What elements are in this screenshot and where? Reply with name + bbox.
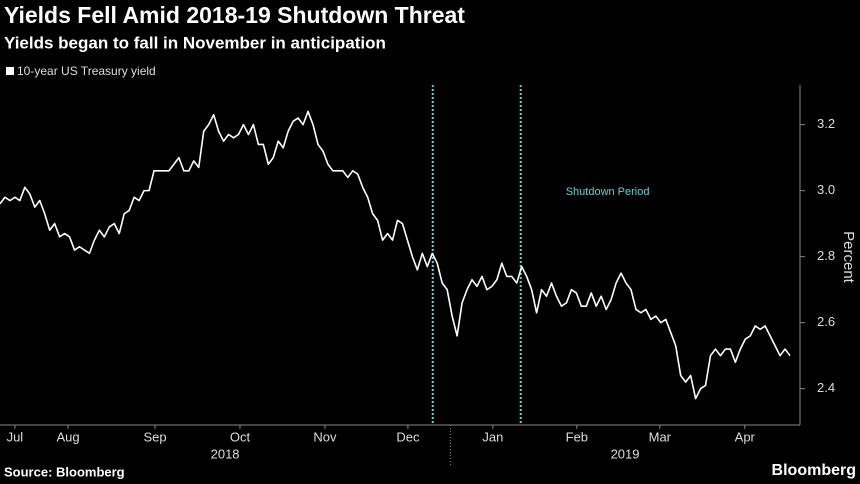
x-tick-label: Nov <box>313 429 337 444</box>
legend-swatch <box>6 67 14 75</box>
year-label: 2018 <box>211 446 240 461</box>
x-tick-label: Jan <box>482 429 503 444</box>
y-tick-label: 3.0 <box>817 182 835 197</box>
annotation-text: Shutdown Period <box>566 186 650 198</box>
year-label: 2019 <box>611 446 640 461</box>
x-tick-label: Oct <box>230 429 251 444</box>
x-tick-label: Sep <box>143 429 166 444</box>
x-tick-label: Jul <box>7 429 24 444</box>
y-tick-label: 2.6 <box>817 314 835 329</box>
x-tick-label: Dec <box>396 429 420 444</box>
brand: Bloomberg <box>772 462 856 479</box>
chart-subtitle: Yields began to fall in November in anti… <box>4 33 386 52</box>
x-tick-label: Feb <box>566 429 588 444</box>
y-tick-label: 3.2 <box>817 116 835 131</box>
y-axis-title: Percent <box>840 231 857 284</box>
chart-title: Yields Fell Amid 2018-19 Shutdown Threat <box>4 2 465 28</box>
x-tick-label: Aug <box>56 429 79 444</box>
y-tick-label: 2.8 <box>817 248 835 263</box>
x-tick-label: Mar <box>649 429 672 444</box>
series-line <box>0 110 791 400</box>
source: Source: Bloomberg <box>4 464 125 479</box>
x-tick-label: Apr <box>735 429 756 444</box>
legend-label: 10-year US Treasury yield <box>17 64 156 78</box>
y-tick-label: 2.4 <box>817 380 835 395</box>
